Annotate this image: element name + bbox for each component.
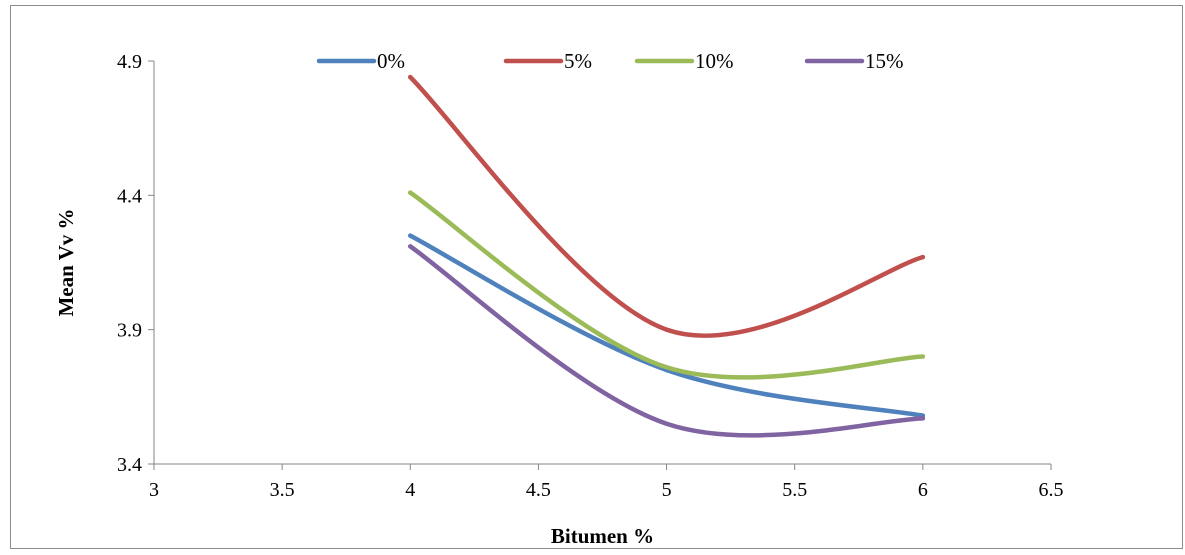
legend: 0% 5% 10% 15% xyxy=(316,49,904,73)
data-point xyxy=(664,421,669,426)
x-tick-label: 3.5 xyxy=(270,479,295,501)
x-tick-label: 4 xyxy=(405,479,415,501)
data-point xyxy=(408,244,413,249)
data-point xyxy=(920,254,926,260)
x-tick-label: 3 xyxy=(149,479,159,501)
legend-label: 10% xyxy=(695,49,734,73)
data-point xyxy=(408,74,413,80)
legend-item: 10% xyxy=(634,49,734,73)
y-tick-label: 3.9 xyxy=(117,320,142,342)
data-point xyxy=(664,327,669,332)
x-axis-title: Bitumen % xyxy=(551,524,654,548)
y-tick-label: 4.9 xyxy=(117,51,142,73)
data-point xyxy=(408,233,413,238)
legend-label: 0% xyxy=(377,49,405,73)
axes: 3 3.5 4 4.5 5 5.5 6 6.5 3.4 3.9 4.4 4.9 xyxy=(117,51,1064,501)
data-point xyxy=(664,365,669,370)
line-chart: 3 3.5 4 4.5 5 5.5 6 6.53.43.94.44.9 0% 5% 10% 15% … xyxy=(54,49,1064,548)
chart-frame: 3 3.5 4 4.5 5 5.5 6 6.5 3.4 3.9 4.4 4.9 0% 5% 10% 15% … xyxy=(10,5,1183,549)
data-point xyxy=(920,416,926,421)
series-line-0 xyxy=(408,233,926,418)
y-axis-title: Mean Vv % xyxy=(54,208,78,316)
legend-item: 0% xyxy=(316,49,405,73)
x-tick-label: 4.5 xyxy=(526,479,551,501)
series-line-2 xyxy=(408,190,926,380)
x-tick-label: 5.5 xyxy=(782,479,807,501)
legend-label: 15% xyxy=(865,49,904,73)
legend-label: 5% xyxy=(564,49,592,73)
y-tick-label: 3.4 xyxy=(117,454,142,476)
legend-item: 5% xyxy=(503,49,592,73)
data-point xyxy=(920,354,926,359)
x-tick-label: 5 xyxy=(662,479,672,501)
x-tick-label: 6 xyxy=(918,479,928,501)
legend-item: 15% xyxy=(804,49,904,73)
y-tick-label: 4.4 xyxy=(117,185,142,207)
series-layer xyxy=(408,74,926,438)
data-point xyxy=(408,190,413,195)
series-line-1 xyxy=(408,74,926,338)
x-tick-label: 6.5 xyxy=(1039,479,1064,501)
